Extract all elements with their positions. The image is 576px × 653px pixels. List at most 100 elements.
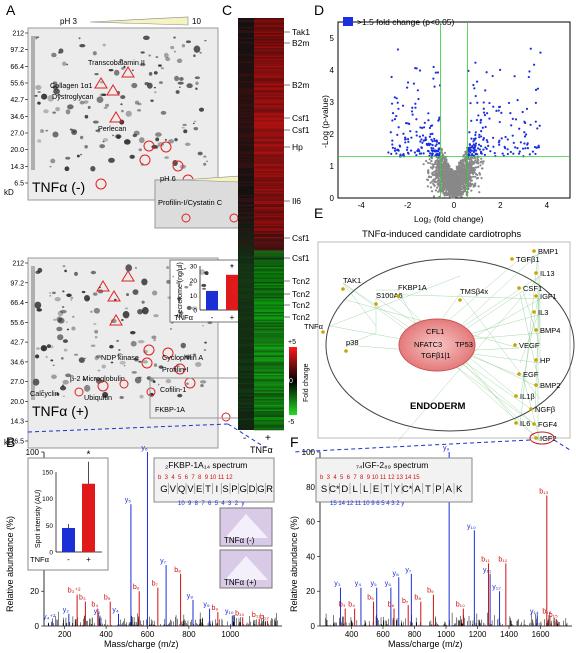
gel-spot: [84, 144, 88, 149]
volcano-point: [464, 177, 467, 180]
volcano-point: [482, 138, 485, 141]
gene-label: Il6: [292, 196, 301, 206]
volcano-point: [429, 133, 432, 136]
gel-spot: [83, 100, 89, 104]
spectrum-f-y-ions: 15 14 12 11 10 9 6 5 4 3 2 y: [330, 501, 404, 507]
heatmap-row: [254, 187, 284, 189]
volcano-point: [493, 151, 496, 155]
volcano-point: [457, 177, 460, 180]
annotation-perlecan: Perlecan: [98, 124, 126, 133]
volcano-point: [474, 152, 478, 155]
volcano-point: [480, 167, 484, 170]
heatmap-row: [254, 253, 284, 255]
gel-spot: [79, 44, 86, 48]
heatmap-row: [254, 226, 284, 228]
volcano-point: [471, 163, 474, 166]
volcano-point: [464, 186, 467, 190]
zoom-line-f-left: [292, 439, 531, 453]
gel-spot: [74, 271, 78, 276]
network-edge: [375, 293, 541, 300]
volcano-point: [446, 187, 449, 191]
gel-spot: [142, 360, 148, 364]
network-node-label: TMSβ4x: [460, 287, 488, 296]
spectrum-b-xlabel: Mass/charge (m/z): [104, 639, 179, 649]
volcano-point: [427, 143, 430, 146]
heatmap-row: [254, 372, 284, 374]
volcano-point: [444, 161, 447, 165]
volcano-point: [510, 124, 513, 127]
volcano-point: [393, 118, 397, 121]
sequence-residue: A: [414, 484, 421, 495]
mw-tick-label: 6.5: [14, 439, 24, 446]
volcano-point: [511, 134, 514, 137]
network-node-dot: [514, 421, 518, 425]
gel-spot: [199, 269, 206, 276]
secretome-xlabel: TNFα: [174, 313, 194, 322]
heatmap-row: [254, 22, 284, 24]
heatmap-legend-title: Fold change: [303, 363, 310, 402]
gel-spot: [56, 57, 59, 59]
gel-spot: [53, 88, 60, 95]
heatmap-row-minus: [238, 136, 254, 138]
heatmap-row-minus: [238, 279, 254, 281]
gel-spot: [184, 142, 191, 146]
sequence-residue: L: [363, 484, 368, 495]
volcano-point: [428, 135, 431, 138]
heatmap-row: [254, 138, 284, 140]
heatmap-row: [254, 213, 284, 215]
gel-spot: [34, 354, 40, 359]
heatmap-row: [254, 193, 284, 195]
heatmap-row: [254, 151, 284, 153]
volcano-point: [534, 120, 537, 123]
heatmap-row-minus: [238, 294, 254, 296]
heatmap-row: [254, 82, 284, 84]
gel-spot: [64, 166, 70, 172]
heatmap-row: [254, 66, 284, 68]
gel-spot: [102, 140, 105, 143]
volcano-point: [469, 151, 472, 154]
heatmap-row: [254, 192, 284, 194]
volcano-point: [434, 189, 438, 192]
heatmap-row: [254, 166, 284, 168]
volcano-point: [484, 89, 487, 92]
network-node-dot: [510, 257, 514, 261]
mw-tick-label: 212: [12, 261, 24, 268]
heatmap-row: [254, 222, 284, 224]
network-node-dot: [458, 298, 462, 302]
gel-spot: [84, 294, 90, 302]
heatmap-row: [254, 351, 284, 353]
sequence-residue: D: [249, 484, 256, 495]
heatmap-row: [254, 46, 284, 48]
volcano-point: [447, 168, 450, 171]
heatmap-row: [254, 150, 284, 152]
mw-axis-top: 212 97.2 66.4 55.6 42.7 34.6 27.0 20.0 14.3 6.5: [10, 31, 28, 188]
volcano-point: [526, 142, 529, 145]
heatmap-row: [254, 327, 284, 329]
spot-ytick: 100: [42, 496, 53, 503]
heatmap-row-minus: [238, 165, 254, 167]
gel-spot: [134, 100, 140, 105]
heatmap-row: [254, 225, 284, 227]
spectrum-xtick-label: 200: [58, 630, 72, 639]
heatmap-row-minus: [238, 184, 254, 186]
gene-label: Tcn2: [292, 276, 310, 286]
volcano-point: [486, 140, 489, 144]
spot-intensity-ylabel: Spot intensity (AU): [35, 490, 42, 548]
heatmap-row-minus: [238, 289, 254, 291]
volcano-point: [441, 184, 444, 187]
network-node-dot: [534, 383, 538, 387]
gel-spot: [40, 129, 45, 133]
sequence-residue: G: [257, 484, 264, 495]
network-node-label: BMP1: [538, 247, 558, 256]
zoom-line-f-right: [553, 439, 571, 451]
volcano-point: [436, 71, 440, 74]
gel-spot: [174, 137, 178, 142]
spectrum-f-sequence: S C* D L L E T Y C* A T P A K: [321, 483, 463, 495]
gel-spot: [52, 111, 56, 114]
volcano-point: [478, 148, 482, 151]
volcano-point: [437, 148, 441, 151]
network-node-label: VEGF: [519, 341, 540, 350]
heatmap-row-minus: [238, 394, 254, 396]
gel-spot: [35, 270, 41, 274]
volcano-point: [452, 185, 456, 188]
